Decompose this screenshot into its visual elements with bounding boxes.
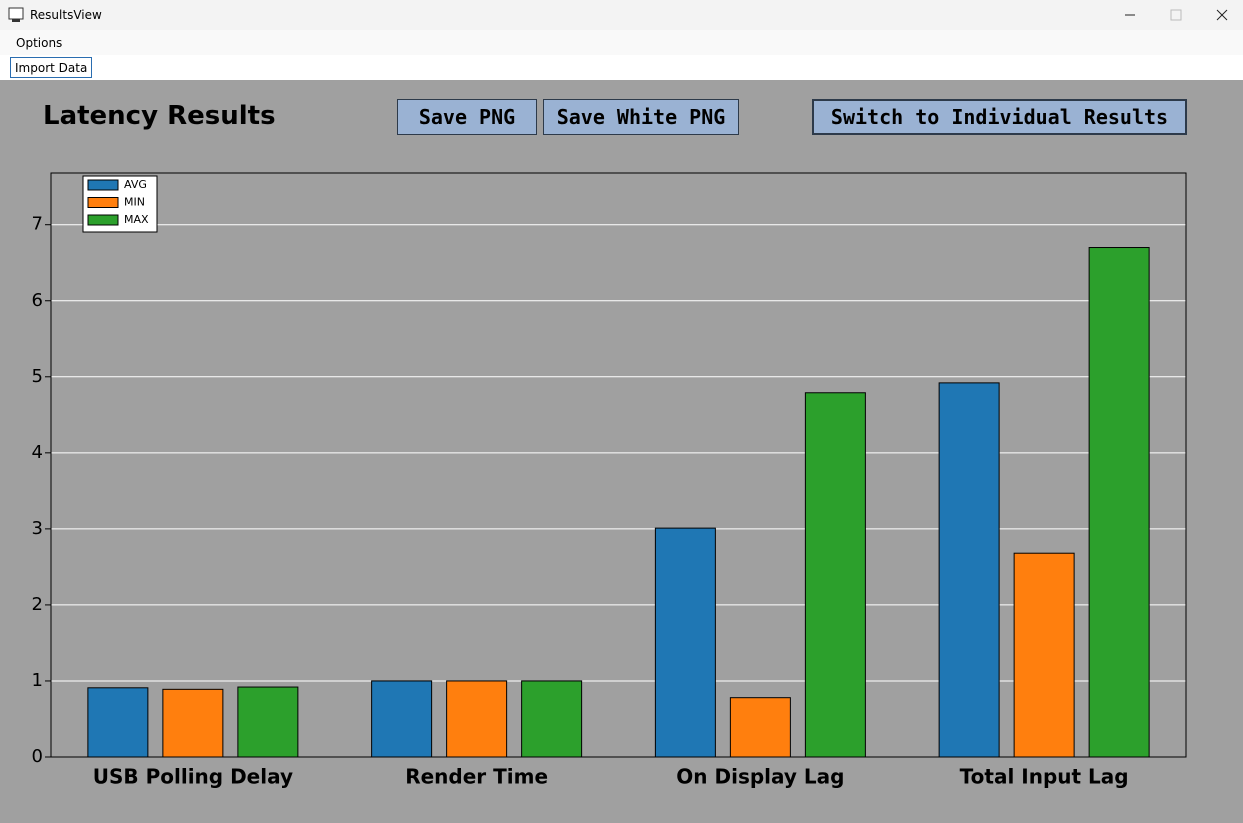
import-button[interactable]: Import Data [10,57,93,78]
x-tick-label: On Display Lag [676,765,844,789]
app-icon [8,7,24,22]
bar [729,697,791,758]
bar [654,527,716,758]
bar [371,680,433,758]
y-tick-label: 7 [32,214,43,235]
bar [162,688,224,758]
plot-frame [50,172,1187,758]
x-tick-label: Total Input Lag [960,765,1129,789]
bar [1088,247,1150,758]
x-tick-label: Render Time [405,765,548,789]
window-title: ResultsView [30,8,102,22]
toolbar: Import Data [0,55,1243,80]
switch-button[interactable]: Switch to Individual Results [812,99,1187,135]
legend-label: AVG [124,178,147,191]
y-tick-label: 4 [32,442,43,463]
menu-item[interactable]: Options [16,36,63,50]
bar [938,382,1000,758]
bar [87,687,149,758]
y-tick-label: 6 [32,290,43,311]
bar [804,392,866,758]
y-tick-label: 2 [32,594,43,615]
bar [446,680,508,758]
legend-swatch [87,179,119,191]
save-white-png-button[interactable]: Save White PNG [543,99,739,135]
legend-label: MAX [124,213,149,226]
legend-swatch [87,214,119,226]
legend-swatch [87,197,119,208]
window-controls[interactable] [1103,0,1243,30]
page-title: Latency Results [43,101,276,131]
x-tick-label: USB Polling Delay [93,765,293,789]
bar [237,686,299,758]
menu-bar: Options [0,30,1243,55]
bar [521,680,583,758]
y-tick-label: 3 [32,518,43,539]
save-png-button[interactable]: Save PNG [397,99,537,135]
y-tick-label: 0 [32,746,43,767]
y-tick-label: 1 [32,670,43,691]
legend-label: MIN [124,196,145,209]
bar [1013,552,1075,758]
y-tick-label: 5 [32,366,43,387]
title-bar: ResultsView [0,0,1243,30]
